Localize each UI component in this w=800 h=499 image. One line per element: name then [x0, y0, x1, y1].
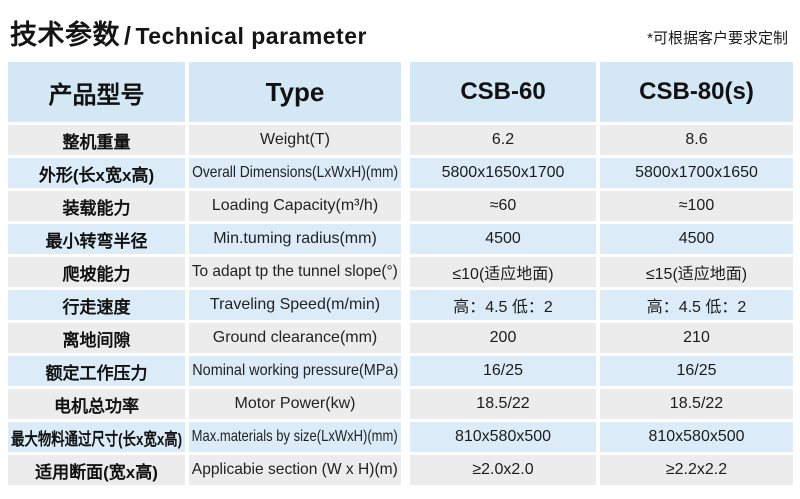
param-name-en: Ground clearance(mm)	[189, 323, 401, 353]
param-name-en: Traveling Speed(m/min)	[189, 290, 401, 320]
param-name-en: Nominal working pressure(MPa)	[189, 356, 401, 386]
header-cell-product-model: 产品型号	[8, 62, 185, 122]
value-csb60: 18.5/22	[410, 389, 596, 419]
page-title-cn: 技术参数	[10, 20, 120, 50]
table-right-half: CSB-60 CSB-80(s) 6.2 8.6 5800x1650x1700 …	[410, 62, 793, 485]
param-name-cn: 离地间隙	[8, 323, 185, 353]
value-csb80s: ≈100	[600, 191, 793, 221]
value-csb60: 4500	[410, 224, 596, 254]
value-csb80s: 高：4.5 低：2	[600, 290, 793, 320]
param-name-cn: 整机重量	[8, 125, 185, 155]
header-label: CSB-60	[460, 78, 546, 105]
page-title: 技术参数 / Technical parameter	[10, 13, 367, 52]
param-name-en: Weight(T)	[189, 125, 401, 155]
param-name-cn: 适用断面(宽x高)	[8, 455, 185, 485]
header-label: 产品型号	[48, 81, 145, 109]
value-csb60: 高：4.5 低：2	[410, 290, 596, 320]
header-cell-model-csb80s: CSB-80(s)	[600, 62, 793, 122]
value-csb80s: 8.6	[600, 125, 793, 155]
header-label: Type	[265, 76, 325, 107]
value-csb80s: 5800x1700x1650	[600, 158, 793, 188]
value-csb80s: 16/25	[600, 356, 793, 386]
value-csb60: 5800x1650x1700	[410, 158, 596, 188]
param-name-cn: 行走速度	[8, 290, 185, 320]
param-name-cn: 爬坡能力	[8, 257, 185, 287]
param-name-en: Applicabie section (W x H)(m)	[189, 455, 401, 485]
param-name-en: Max.materials by size(LxWxH)(mm)	[189, 422, 401, 452]
value-csb60: 6.2	[410, 125, 596, 155]
value-csb60: 200	[410, 323, 596, 353]
customization-note: *可根据客户要求定制	[647, 30, 788, 47]
value-csb80s: ≥2.2x2.2	[600, 455, 793, 485]
value-csb80s: 4500	[600, 224, 793, 254]
value-csb60: 16/25	[410, 356, 596, 386]
table-left-half: 产品型号 Type 整机重量 Weight(T) 外形(长x宽x高) Overa…	[8, 62, 401, 485]
param-name-cn: 装载能力	[8, 191, 185, 221]
value-csb80s: 810x580x500	[600, 422, 793, 452]
param-name-en: Motor Power(kw)	[189, 389, 401, 419]
title-bar: 技术参数 / Technical parameter *可根据客户要求定制	[0, 0, 800, 62]
header-cell-type: Type	[189, 62, 401, 122]
param-name-en: To adapt tp the tunnel slope(°)	[189, 257, 401, 287]
technical-parameter-table: 产品型号 Type 整机重量 Weight(T) 外形(长x宽x高) Overa…	[8, 62, 800, 485]
param-name-cn: 外形(长x宽x高)	[8, 158, 185, 188]
header-cell-model-csb60: CSB-60	[410, 62, 596, 122]
value-csb60: ≥2.0x2.0	[410, 455, 596, 485]
value-csb80s: ≤15(适应地面)	[600, 257, 793, 287]
value-csb60: 810x580x500	[410, 422, 596, 452]
param-name-cn: 电机总功率	[8, 389, 185, 419]
title-divider: /	[124, 22, 132, 50]
value-csb60: ≈60	[410, 191, 596, 221]
param-name-cn: 最大物料通过尺寸(长x宽x高)	[8, 422, 185, 452]
param-name-cn: 额定工作压力	[8, 356, 185, 386]
header-label: CSB-80(s)	[639, 78, 754, 105]
param-name-en: Min.tuming radius(mm)	[189, 224, 401, 254]
param-name-cn: 最小转弯半径	[8, 224, 185, 254]
value-csb80s: 210	[600, 323, 793, 353]
value-csb80s: 18.5/22	[600, 389, 793, 419]
page-title-en: Technical parameter	[135, 23, 367, 49]
value-csb60: ≤10(适应地面)	[410, 257, 596, 287]
param-name-en: Overall Dimensions(LxWxH)(mm)	[189, 158, 401, 188]
param-name-en: Loading Capacity(m³/h)	[189, 191, 401, 221]
